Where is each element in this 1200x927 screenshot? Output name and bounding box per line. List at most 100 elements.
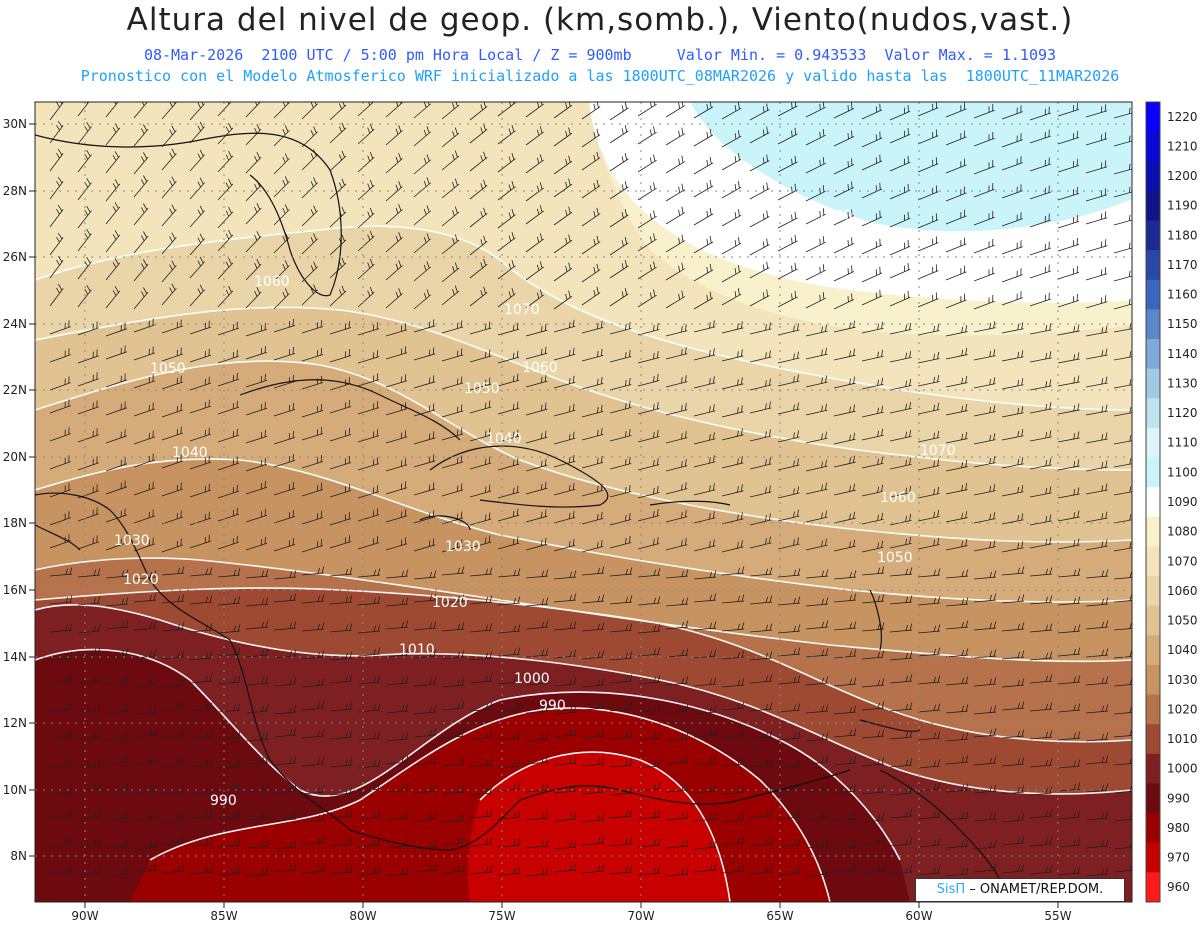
colorbar-swatch [1146,487,1160,518]
band-1030 [35,459,1132,662]
latitude-axis: 30N 28N 26N 24N 22N 20N 18N 16N 14N 12N 10N 8N [3,117,35,863]
band-1060 [35,226,1132,470]
contour-label: 1050 [464,381,500,397]
contour-label: 1090 [817,208,853,224]
colorbar-label: 1150 [1167,317,1198,331]
contour-label: 1060 [880,490,916,506]
contour-label: 1060 [254,274,290,290]
colorbar: 1220 1210 1200 1190 1180 1170 1160 1150 1140 1130… [1145,101,1198,903]
contour-label: 1010 [399,642,435,658]
colorbar-swatch [1146,783,1160,814]
longitude-axis: 90W 85W 80W 75W 70W 65W 60W 55W [71,902,1072,923]
lat-tick-label: 18N [3,516,27,530]
colorbar-label: 970 [1167,851,1190,865]
contour-label: 1030 [114,533,150,549]
colorbar-swatch [1146,664,1160,696]
contour-label: 1020 [123,572,159,588]
colorbar-swatch [1146,309,1160,340]
colorbar-label: 1200 [1167,169,1198,183]
wind-barbs [49,102,1132,877]
contour-label: 1040 [486,431,522,447]
lon-tick-label: 75W [488,909,515,923]
lon-tick-label: 90W [71,909,98,923]
lat-tick-label: 10N [3,783,27,797]
graticule [35,102,1132,902]
colorbar-label: 980 [1167,821,1190,835]
contour-label: 990 [539,698,566,714]
contour-label: 990 [210,793,237,809]
colorbar-swatch [1146,457,1160,488]
lat-tick-label: 16N [3,583,27,597]
chart-title: Altura del nivel de geop. (km,somb.), Vi… [126,2,1074,38]
contour-labels: 1060 1070 1050 1060 1050 1040 1040 1090 … [114,208,956,809]
colorbar-swatch [1146,220,1160,251]
colorbar-label: 1210 [1167,139,1198,153]
lon-tick-label: 65W [766,909,793,923]
band-1100 [690,102,1132,232]
lon-tick-label: 60W [905,909,932,923]
colorbar-swatch [1146,279,1160,310]
colorbar-swatch [1146,753,1160,784]
contour-label: 1040 [172,445,208,461]
band-1070b [35,102,1132,410]
colorbar-label: 990 [1167,791,1190,805]
colorbar-swatch [1146,842,1160,873]
colorbar-label: 1220 [1167,110,1198,124]
band-1010 [35,588,1132,794]
colorbar-label: 1080 [1167,525,1198,539]
colorbar-swatch [1146,635,1160,666]
colorbar-label: 1010 [1167,732,1198,746]
colorbar-swatch [1146,102,1160,133]
colorbar-label: 1120 [1167,406,1198,420]
lat-tick-label: 26N [3,250,27,264]
colorbar-label: 1090 [1167,495,1198,509]
colorbar-label: 1170 [1167,258,1198,272]
band-1020 [35,558,1132,742]
colorbar-label: 1060 [1167,584,1198,598]
plot-frame [34,101,1133,903]
colorbar-label: 960 [1167,880,1190,894]
colorbar-label: 1180 [1167,228,1198,242]
model-info-line: Pronostico con el Modelo Atmosferico WRF… [80,67,1120,85]
contour-label: 1000 [514,671,550,687]
band-1050 [35,307,1132,542]
credit-box: SisΠ – ONAMET/REP.DOM. [915,878,1125,902]
contour-label: 1060 [522,360,558,376]
colorbar-label: 1110 [1167,436,1198,450]
colorbar-label: 1190 [1167,199,1198,213]
colorbar-swatch [1146,694,1160,725]
colorbar-label: 1030 [1167,673,1198,687]
lat-tick-label: 22N [3,383,27,397]
lat-tick-label: 24N [3,317,27,331]
contour-label: 1020 [432,595,468,611]
colorbar-swatch [1146,546,1160,577]
colorbar-label: 1040 [1167,643,1198,657]
lat-tick-label: 20N [3,450,27,464]
lon-tick-label: 80W [349,909,376,923]
colorbar-label: 1100 [1167,465,1198,479]
brand-logo-text: SisΠ [936,882,966,897]
colorbar-label: 1160 [1167,288,1198,302]
colorbar-swatch [1146,398,1160,429]
contour-label: 1050 [877,550,913,566]
lat-tick-label: 14N [3,650,27,664]
forecast-time-line: 08-Mar-2026 2100 UTC / 5:00 pm Hora Loca… [143,46,1057,64]
colorbar-swatch [1146,190,1160,222]
band-970 [468,752,730,902]
contour-lines [35,102,1132,902]
colorbar-label: 1020 [1167,702,1198,716]
lat-tick-label: 12N [3,716,27,730]
contour-label: 1030 [445,539,481,555]
colorbar-swatch [1146,339,1160,370]
contour-label: 1070 [504,302,540,318]
colorbar-swatch [1146,813,1160,844]
colorbar-swatch [1146,724,1160,755]
credit-org: – ONAMET/REP.DOM. [965,882,1104,897]
coastlines [35,132,1001,881]
contour-label: 1050 [150,361,186,377]
colorbar-swatch [1146,872,1160,903]
colorbar-label: 1130 [1167,376,1198,390]
colorbar-label: 1140 [1167,347,1198,361]
colorbar-swatch [1146,161,1160,192]
